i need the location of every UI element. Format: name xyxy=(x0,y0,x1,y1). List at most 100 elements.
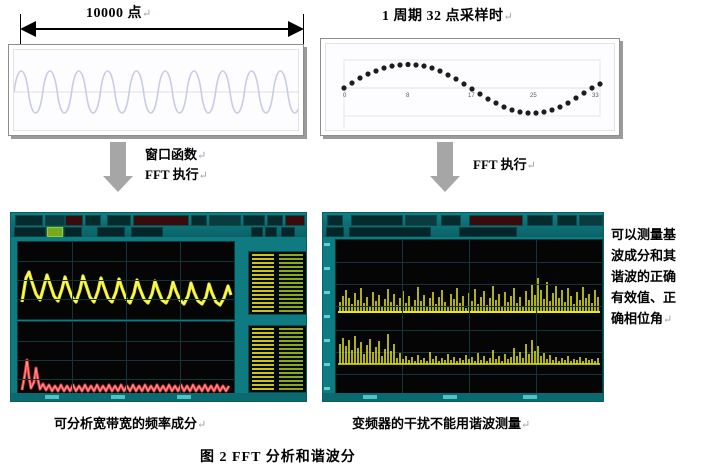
toolbar-chip[interactable] xyxy=(191,215,207,226)
instrument-left-statusbar[interactable] xyxy=(11,226,306,237)
status-chip-active[interactable] xyxy=(47,227,63,237)
toolbar-chip[interactable] xyxy=(527,215,553,226)
toolbar-chip[interactable] xyxy=(469,215,523,226)
pilcrow-mark: ↵ xyxy=(197,419,207,431)
caption-left: 可分析宽带宽的频率成分↵ xyxy=(54,413,206,432)
data-table-lower[interactable] xyxy=(248,325,306,393)
top-right-dimension-text: 1 周期 32 点采样时 xyxy=(382,9,504,24)
arrow-head-right-icon xyxy=(288,21,304,37)
process-label-left-line-0: 窗口函数 xyxy=(145,147,198,162)
status-chip[interactable] xyxy=(251,227,263,237)
bottom-marker xyxy=(363,395,377,399)
toolbar-chip[interactable] xyxy=(557,215,577,226)
caption-right: 变频器的干扰不能用谐波测量↵ xyxy=(352,413,530,432)
top-right-waveform-window: 0 8 17 25 33 xyxy=(320,38,620,136)
top-left-dimension-text: 10000 点 xyxy=(86,6,142,21)
sample-dots xyxy=(341,61,603,116)
toolbar-chip[interactable] xyxy=(107,215,131,226)
arrow-tip xyxy=(103,176,133,192)
process-label-left-line-1: FFT 执行 xyxy=(145,167,199,183)
bottom-marker xyxy=(177,395,191,399)
bottom-marker xyxy=(523,395,537,399)
toolbar-chip[interactable] xyxy=(405,215,437,226)
scope-main-right[interactable] xyxy=(335,239,603,401)
table-column xyxy=(252,254,274,312)
instrument-left-toolbar[interactable] xyxy=(11,213,306,226)
pilcrow-mark: ↵ xyxy=(663,314,673,327)
figure-caption: 图 2 FFT 分析和谐波分 xyxy=(200,446,356,466)
process-arrow-left-icon xyxy=(103,142,133,192)
pilcrow-mark: ↵ xyxy=(521,419,531,431)
rail-marker xyxy=(324,291,330,294)
top-right-waveform-canvas: 0 8 17 25 33 xyxy=(325,43,615,131)
rail-marker xyxy=(324,315,330,318)
rail-marker xyxy=(324,363,330,366)
instrument-left-bottom-strip xyxy=(11,393,306,401)
bottom-marker xyxy=(45,395,59,399)
toolbar-chip[interactable] xyxy=(285,215,305,226)
gridline xyxy=(126,322,127,398)
gridline xyxy=(72,322,73,398)
toolbar-chip[interactable] xyxy=(133,215,189,226)
svg-text:17: 17 xyxy=(468,93,475,99)
toolbar-chip[interactable] xyxy=(243,215,265,226)
gridline xyxy=(180,242,181,319)
gridline xyxy=(126,242,127,319)
caption-right-text: 变频器的干扰不能用谐波测量 xyxy=(352,416,522,431)
status-chip[interactable] xyxy=(97,227,125,237)
top-left-dimension-title: 10000 点↵ xyxy=(86,2,152,22)
gridline xyxy=(180,322,181,398)
toolbar-chip[interactable] xyxy=(45,215,65,226)
process-label-right: FFT 执行↵ xyxy=(473,155,536,175)
toolbar-chip[interactable] xyxy=(65,215,83,226)
top-left-waveform-window xyxy=(8,44,304,136)
side-note-line-2: 谐波的正确 xyxy=(611,269,677,285)
table-column xyxy=(252,328,274,390)
instrument-screenshot-left[interactable] xyxy=(10,212,307,402)
data-table-upper[interactable] xyxy=(248,251,306,315)
instrument-right-statusbar[interactable] xyxy=(323,226,603,237)
figure-caption-text: 图 2 FFT 分析和谐波分 xyxy=(200,450,356,465)
bottom-marker xyxy=(443,395,457,399)
toolbar-chip[interactable] xyxy=(579,215,603,226)
status-chip[interactable] xyxy=(349,227,431,237)
toolbar-chip[interactable] xyxy=(85,215,101,226)
instrument-right-toolbar[interactable] xyxy=(323,213,603,226)
sine-wave-svg xyxy=(14,70,298,114)
toolbar-chip[interactable] xyxy=(441,215,461,226)
table-column xyxy=(279,328,303,390)
scope-lower-left[interactable] xyxy=(17,321,235,399)
rail-marker xyxy=(324,339,330,342)
pilcrow-mark: ↵ xyxy=(198,170,208,183)
instrument-right-left-rail xyxy=(323,239,332,399)
scope-upper-left[interactable] xyxy=(17,241,235,320)
caption-left-text: 可分析宽带宽的频率成分 xyxy=(54,416,198,431)
top-right-dimension-title: 1 周期 32 点采样时↵ xyxy=(382,5,513,25)
gridline xyxy=(402,240,403,400)
status-chip[interactable] xyxy=(64,227,82,237)
arrow-stem xyxy=(437,142,453,176)
status-chip[interactable] xyxy=(265,227,277,237)
pilcrow-mark: ↵ xyxy=(526,160,536,172)
pilcrow-mark: ↵ xyxy=(142,8,152,20)
rail-marker xyxy=(324,267,330,270)
status-chip[interactable] xyxy=(459,227,517,237)
toolbar-chip[interactable] xyxy=(209,215,241,226)
sampled-sine-svg: 0 8 17 25 33 xyxy=(341,59,603,128)
toolbar-chip[interactable] xyxy=(267,215,283,226)
status-chip[interactable] xyxy=(326,227,344,237)
status-chip[interactable] xyxy=(281,227,295,237)
arrow-tip xyxy=(430,176,460,192)
bottom-marker xyxy=(111,395,125,399)
instrument-screenshot-right[interactable] xyxy=(322,212,604,402)
toolbar-chip[interactable] xyxy=(15,215,43,226)
svg-text:8: 8 xyxy=(406,93,410,99)
toolbar-chip[interactable] xyxy=(351,215,403,226)
toolbar-chip[interactable] xyxy=(327,215,343,226)
rail-marker xyxy=(324,243,330,246)
process-label-right-line-0: FFT 执行 xyxy=(473,157,527,172)
status-chip[interactable] xyxy=(131,227,163,237)
svg-text:0: 0 xyxy=(343,93,347,99)
status-chip[interactable] xyxy=(14,227,46,237)
side-note-line-3: 有效值、正 xyxy=(611,290,677,306)
